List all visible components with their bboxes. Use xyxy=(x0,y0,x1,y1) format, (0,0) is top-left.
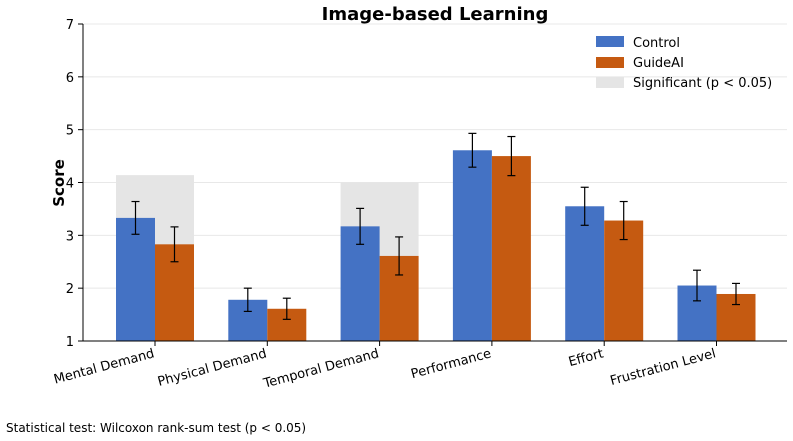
y-tick-label: 1 xyxy=(66,335,74,350)
y-tick-label: 5 xyxy=(66,124,74,139)
x-tick-label: Physical Demand xyxy=(156,346,268,390)
bar-control xyxy=(116,217,155,341)
x-tick-label: Frustration Level xyxy=(609,346,718,389)
bar-guideai xyxy=(491,156,531,341)
x-tick-label: Mental Demand xyxy=(52,346,156,387)
bar-control xyxy=(452,150,492,341)
legend-label-guideai: GuideAI xyxy=(633,56,684,71)
y-axis-label: Score xyxy=(50,159,68,207)
bars xyxy=(116,150,756,341)
x-tick-label: Effort xyxy=(567,346,605,370)
legend-label-significant: Significant (p < 0.05) xyxy=(633,76,772,91)
y-tick-label: 4 xyxy=(66,177,74,192)
bar-guideai xyxy=(604,220,644,341)
x-tick-label: Performance xyxy=(409,346,492,382)
chart-title: Image-based Learning xyxy=(322,4,549,25)
y-tick-label: 7 xyxy=(66,18,74,33)
bar-control xyxy=(565,206,605,341)
legend-swatch-guideai xyxy=(596,57,624,68)
legend-label-control: Control xyxy=(633,36,680,51)
bar-control xyxy=(340,226,380,341)
legend: Control GuideAI Significant (p < 0.05) xyxy=(596,36,772,91)
y-tick-label: 6 xyxy=(66,71,74,86)
y-tick-label: 3 xyxy=(66,229,74,244)
y-tick-label: 2 xyxy=(66,282,74,297)
y-ticks: 1 2 3 4 5 6 7 xyxy=(66,18,83,350)
x-tick-label: Temporal Demand xyxy=(261,346,381,391)
legend-swatch-significant xyxy=(596,77,624,88)
footnote: Statistical test: Wilcoxon rank-sum test… xyxy=(6,421,307,435)
error-bars xyxy=(131,132,740,320)
legend-swatch-control xyxy=(596,36,624,47)
gridlines xyxy=(83,23,787,289)
